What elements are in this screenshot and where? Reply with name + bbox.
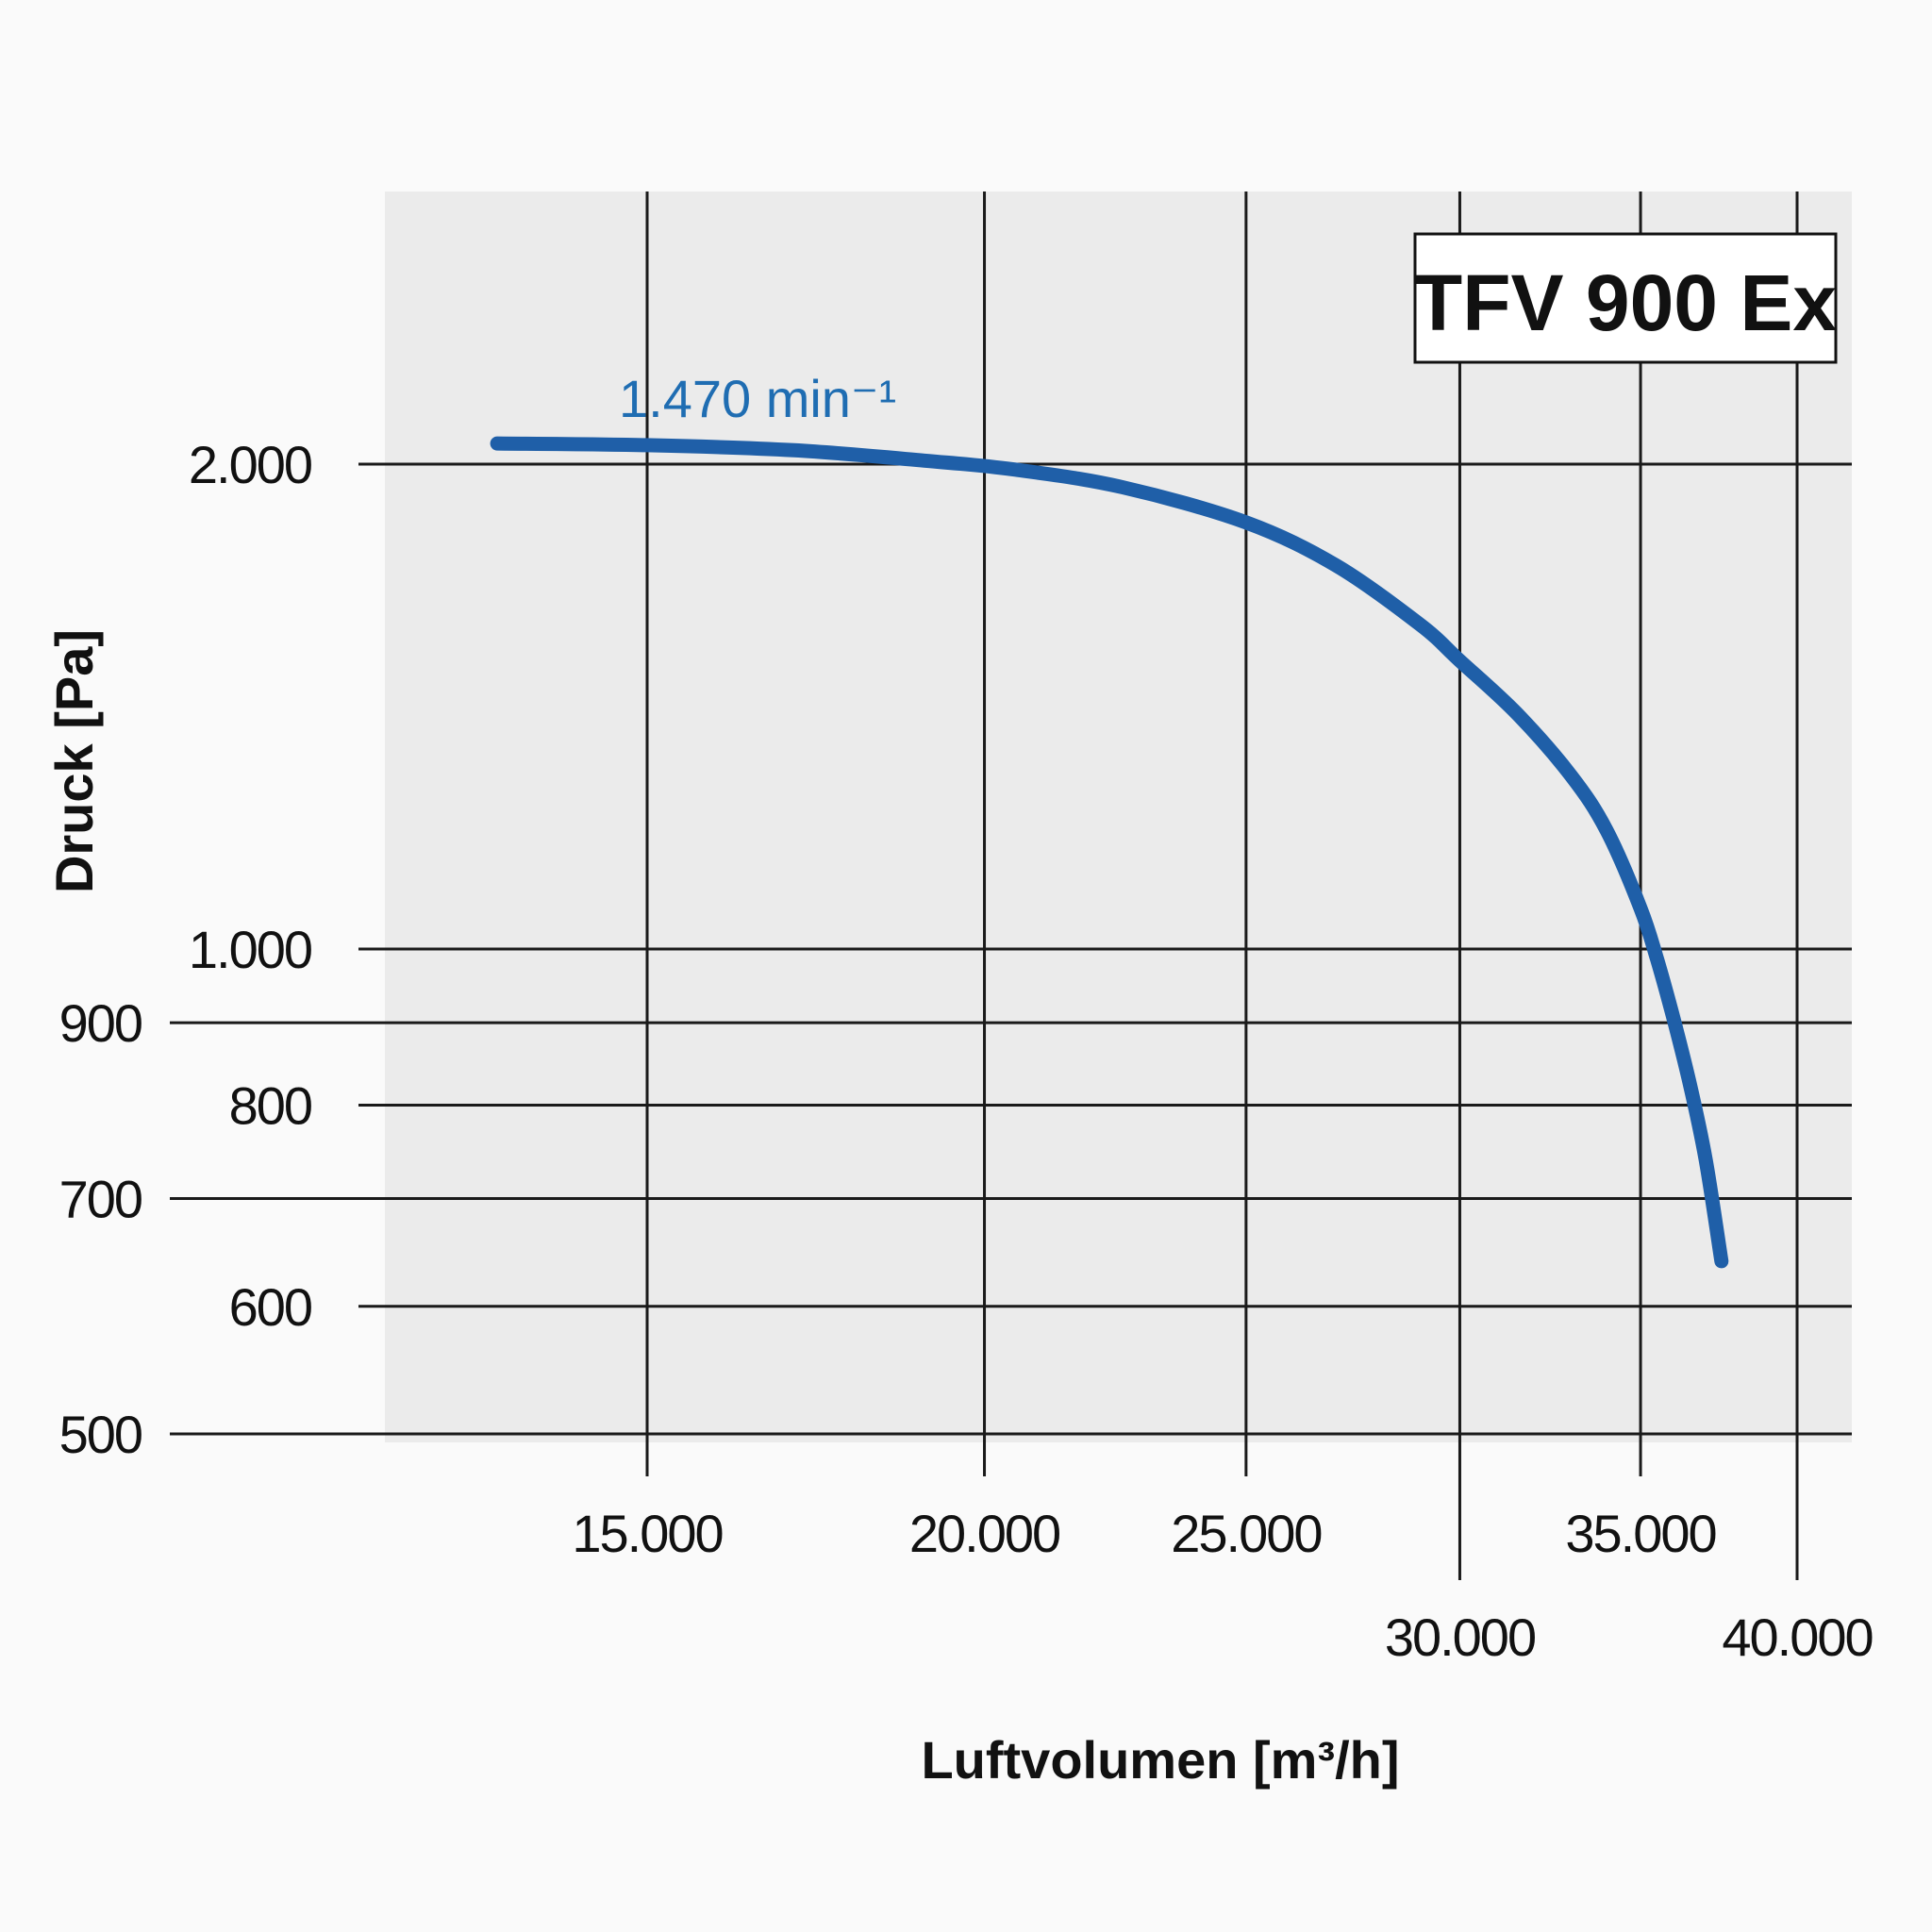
y-axis-label: Druck [Pa]	[44, 629, 104, 893]
x-tick-label: 20.000	[909, 1504, 1059, 1563]
series-layer	[490, 436, 1729, 1269]
x-tick-label: 35.000	[1565, 1504, 1715, 1563]
x-tick-label: 40.000	[1722, 1607, 1872, 1667]
chart-title: TFV 900 Ex	[1414, 258, 1838, 347]
x-axis-label: Luftvolumen [m³/h]	[921, 1730, 1399, 1790]
y-tick-label: 800	[229, 1075, 311, 1135]
x-tick-label: 30.000	[1385, 1607, 1535, 1667]
y-tick-label: 700	[59, 1169, 142, 1228]
plot-background	[385, 192, 1852, 1442]
curve-label: 1.470 min⁻¹	[619, 369, 896, 428]
y-tick-label: 1.000	[189, 920, 311, 979]
series-line	[490, 436, 1729, 1269]
x-tick-label: 15.000	[572, 1504, 722, 1563]
grid	[170, 192, 1852, 1580]
y-tick-label: 900	[59, 993, 142, 1053]
y-tick-label: 600	[229, 1277, 311, 1337]
y-tick-label: 2.000	[189, 435, 311, 494]
x-tick-label: 25.000	[1171, 1504, 1321, 1563]
title-box: TFV 900 Ex	[1413, 232, 1838, 364]
y-tick-label: 500	[59, 1405, 142, 1464]
